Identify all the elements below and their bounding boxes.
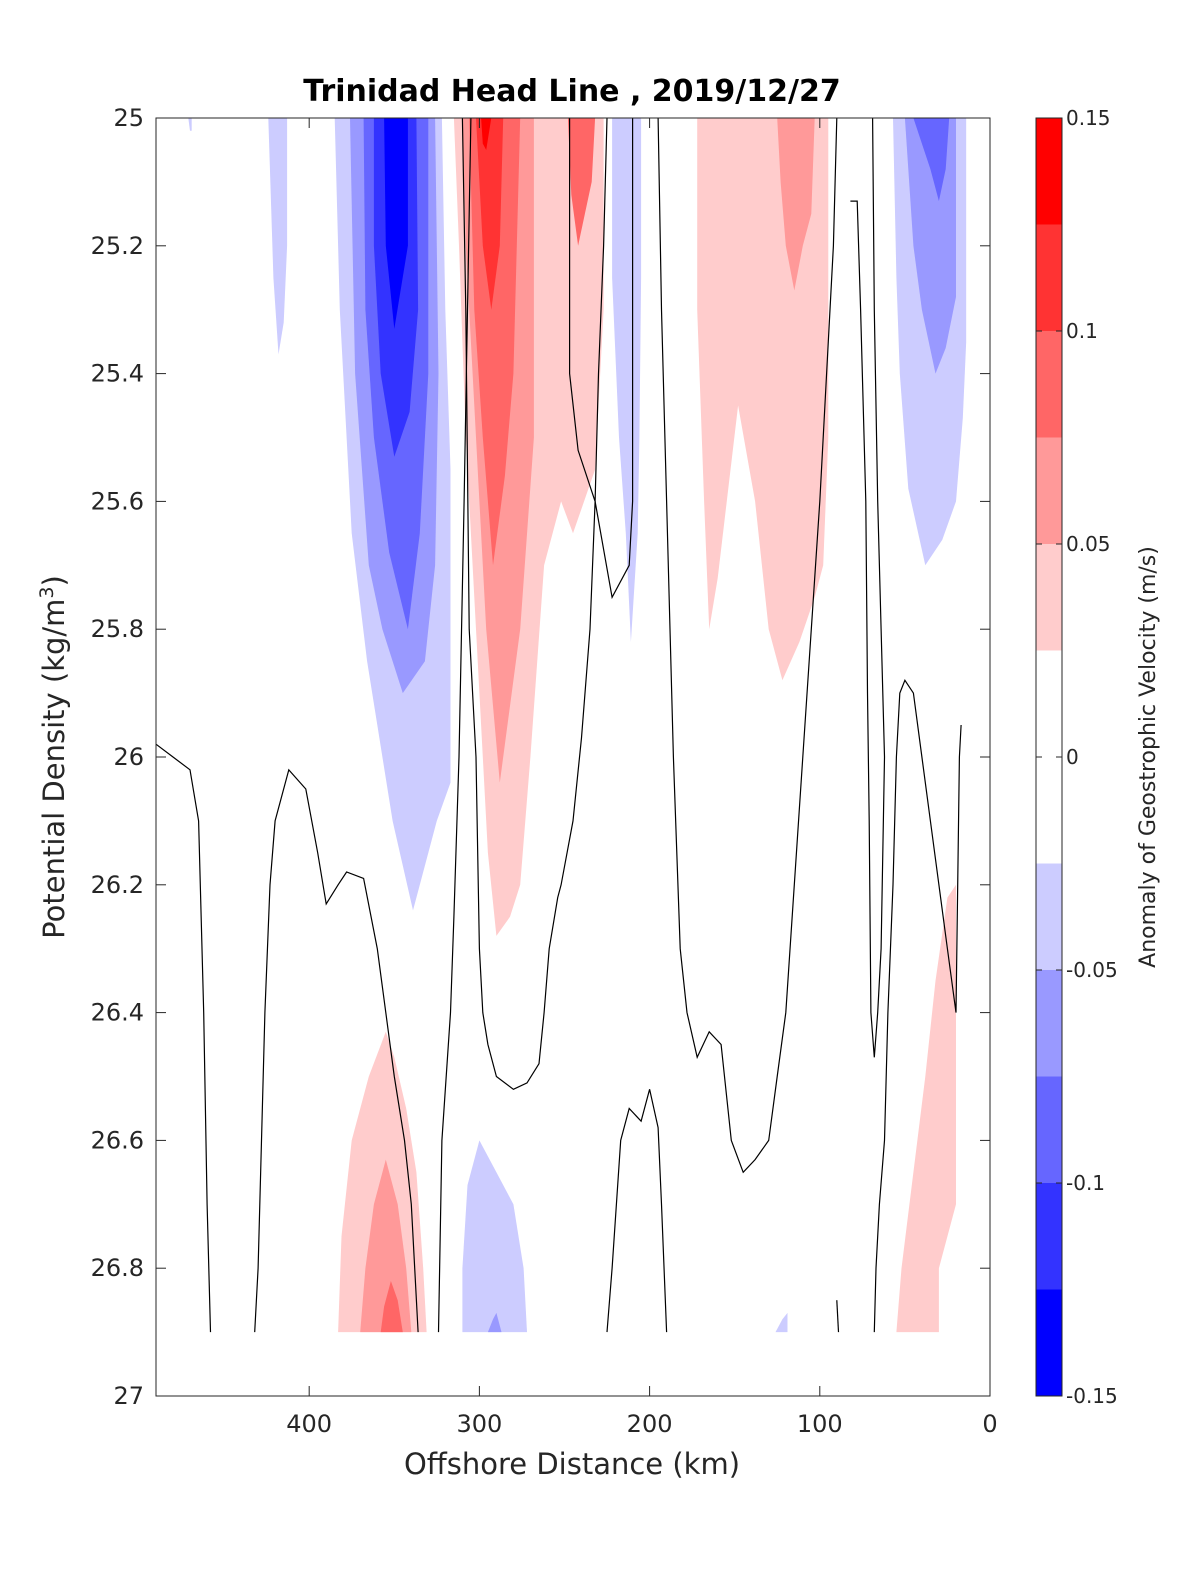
zero-contour-line — [568, 118, 634, 600]
y-tick-label: 26.8 — [91, 1254, 144, 1282]
x-tick-labels: 400 300 200 100 0 — [286, 1410, 997, 1438]
filled-region-neg-sliver-470km — [188, 118, 192, 131]
y-tick-label: 25.4 — [91, 360, 144, 388]
colorbar-swatches — [1036, 118, 1062, 1396]
colorbar-swatch — [1036, 1076, 1062, 1183]
colorbar-swatch — [1036, 1289, 1062, 1396]
zero-contour-line — [437, 117, 472, 1333]
filled-region-neg-east-30km — [913, 118, 950, 202]
y-tick-labels: 25 25.2 25.4 25.6 25.8 26 26.2 26.4 26.6 26.8 27 — [91, 104, 144, 1410]
y-tick-label: 25 — [113, 104, 144, 132]
y-axis-title-end: ) — [37, 575, 71, 586]
zero-contour-line — [461, 117, 608, 1090]
colorbar-title: Anomaly of Geostrophic Velocity (m/s) — [1136, 546, 1161, 968]
x-axis-title: Offshore Distance (km) — [404, 1447, 740, 1481]
zero-contour-lines — [155, 117, 962, 1333]
filled-region-neg-sliver-210km — [612, 118, 642, 642]
colorbar-tick-labels: 0.15 0.1 0.05 0 -0.05 -0.1 -0.15 — [1066, 106, 1118, 1408]
colorbar-swatch — [1036, 544, 1062, 651]
y-tick-label: 25.2 — [91, 232, 144, 260]
plot-frame — [155, 117, 991, 1397]
x-tick-label: 0 — [982, 1410, 997, 1438]
colorbar-swatch — [1036, 437, 1062, 544]
colorbar-tick-label: -0.15 — [1066, 1384, 1118, 1408]
zero-contour-line — [254, 768, 419, 1333]
y-axis-title-superscript: 3 — [36, 586, 58, 598]
filled-region-neg-sliver-420km — [268, 118, 288, 355]
zero-contour-line — [836, 1300, 840, 1333]
filled-region-pos-deep-east-40km — [896, 884, 956, 1333]
colorbar-swatch — [1036, 970, 1062, 1077]
chart-title: Trinidad Head Line , 2019/12/27 — [303, 74, 840, 109]
x-tick-label: 400 — [286, 1410, 332, 1438]
colorbar-swatch — [1036, 1183, 1062, 1290]
y-tick-label: 26.6 — [91, 1126, 144, 1154]
colorbar-tick-label: 0.1 — [1066, 319, 1098, 343]
y-axis-title: Potential Density (kg/m3) — [36, 575, 71, 939]
zero-contour-line — [606, 1089, 668, 1333]
filled-region-pos-core-290km — [476, 118, 504, 310]
x-tick-label: 200 — [627, 1410, 673, 1438]
filled-region-pos-band-130km — [777, 118, 815, 291]
filled-region-neg-core-350km — [390, 118, 405, 202]
x-tick-label: 100 — [797, 1410, 843, 1438]
zero-contour-line — [850, 117, 886, 1058]
colorbar-swatch — [1036, 331, 1062, 438]
y-axis-title-base: Potential Density (kg/m — [37, 599, 71, 939]
y-tick-label: 26.2 — [91, 871, 144, 899]
zero-contour-line — [155, 743, 212, 1333]
colorbar-tick-label: 0.05 — [1066, 532, 1111, 556]
filled-region-pos-sliver-240km — [567, 118, 596, 246]
colorbar-tick-label: -0.1 — [1066, 1171, 1105, 1195]
zero-contour-line — [873, 679, 962, 1333]
colorbar-swatch — [1036, 224, 1062, 331]
y-tick-label: 27 — [113, 1382, 144, 1410]
colorbar: 0.15 0.1 0.05 0 -0.05 -0.1 -0.15 Anomaly of Ge… — [1035, 106, 1161, 1408]
y-tick-label: 25.8 — [91, 615, 144, 643]
colorbar-frame — [1035, 117, 1063, 1397]
plot-area — [155, 117, 991, 1397]
colorbar-tick-label: 0.15 — [1066, 106, 1111, 130]
filled-region-neg-deep-290km — [462, 1140, 527, 1333]
y-tick-label: 25.6 — [91, 487, 144, 515]
colorbar-swatch — [1036, 863, 1062, 970]
filled-region-neg-east-30km — [904, 118, 956, 374]
filled-region-neg-core-350km — [384, 118, 408, 329]
filled-region-neg-deep-290km — [487, 1312, 502, 1333]
colorbar-swatch — [1036, 118, 1062, 225]
y-tick-label: 26.4 — [91, 999, 144, 1027]
x-tick-label: 300 — [456, 1410, 502, 1438]
y-tick-label: 26 — [113, 743, 144, 771]
colorbar-tick-label: -0.05 — [1066, 958, 1118, 982]
filled-region-neg-deep-120km — [775, 1312, 788, 1333]
filled-region-pos-deep-350km — [380, 1281, 403, 1333]
colorbar-tick-label: 0 — [1066, 745, 1079, 769]
filled-region-pos-deep-350km — [360, 1159, 412, 1333]
filled-region-pos-core-290km — [481, 118, 492, 150]
zero-contour-line — [657, 117, 838, 1174]
filled-contours — [188, 118, 967, 1333]
